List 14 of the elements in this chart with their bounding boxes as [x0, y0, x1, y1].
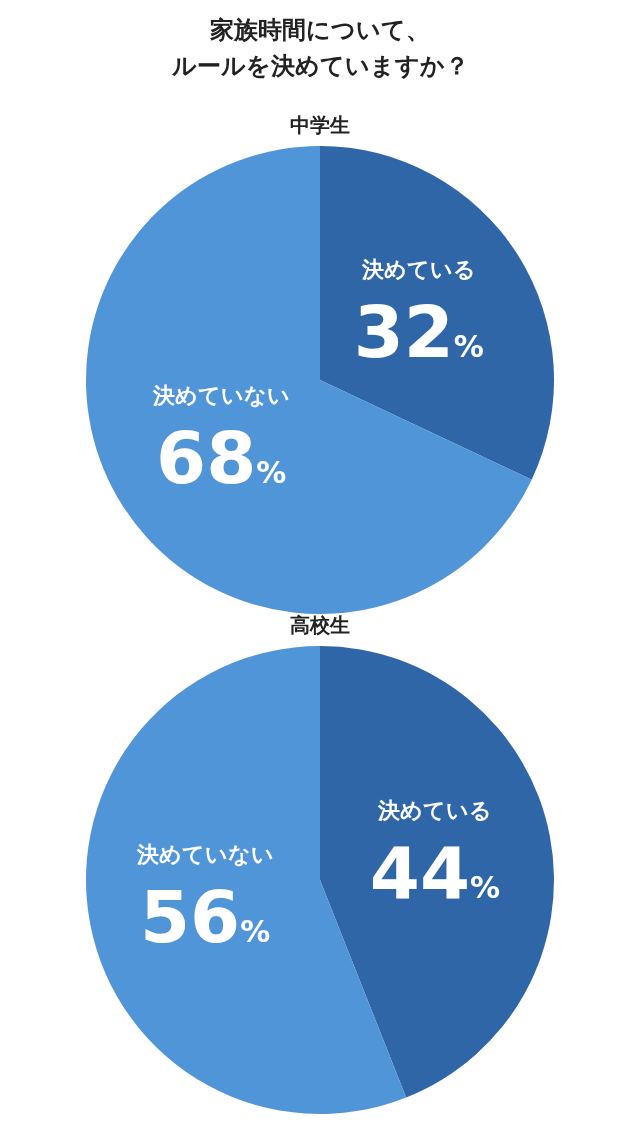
slice-label: 決めている — [376, 798, 492, 824]
data-label: 44% — [369, 831, 501, 916]
slice-label: 決めている — [360, 257, 476, 283]
chart-title: 家族時間について、ルールを決めていますか？ — [170, 16, 469, 80]
chart-subtitle: 中学生 — [290, 113, 350, 137]
data-label: 32% — [353, 290, 484, 375]
data-label: 56% — [139, 874, 271, 959]
pie-slice — [320, 146, 554, 480]
pie-slice — [320, 646, 554, 1098]
slice-label: 決めていない — [151, 382, 290, 408]
chart-subtitle: 高校生 — [290, 613, 350, 637]
slice-label: 決めていない — [135, 841, 274, 867]
pie-slice — [86, 146, 532, 614]
data-label: 68% — [156, 415, 287, 500]
